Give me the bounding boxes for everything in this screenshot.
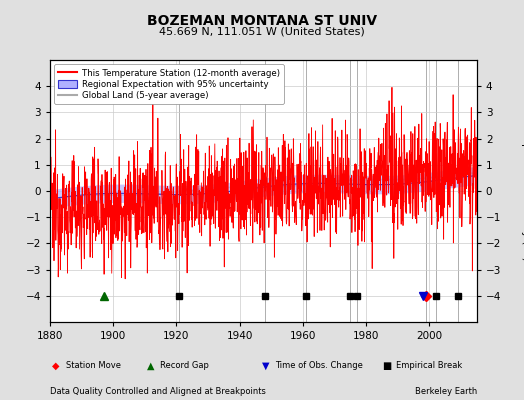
Text: BOZEMAN MONTANA ST UNIV: BOZEMAN MONTANA ST UNIV: [147, 14, 377, 28]
Text: ▼: ▼: [262, 361, 269, 371]
Text: ▲: ▲: [147, 361, 154, 371]
Text: 45.669 N, 111.051 W (United States): 45.669 N, 111.051 W (United States): [159, 26, 365, 36]
Text: Record Gap: Record Gap: [160, 362, 209, 370]
Text: Time of Obs. Change: Time of Obs. Change: [275, 362, 363, 370]
Text: Data Quality Controlled and Aligned at Breakpoints: Data Quality Controlled and Aligned at B…: [50, 387, 266, 396]
Text: ■: ■: [383, 361, 392, 371]
Text: Station Move: Station Move: [66, 362, 121, 370]
Text: Empirical Break: Empirical Break: [396, 362, 462, 370]
Text: Berkeley Earth: Berkeley Earth: [414, 387, 477, 396]
Legend: This Temperature Station (12-month average), Regional Expectation with 95% uncer: This Temperature Station (12-month avera…: [54, 64, 284, 104]
Y-axis label: Temperature Anomaly (°C): Temperature Anomaly (°C): [521, 122, 524, 260]
Text: ◆: ◆: [52, 361, 60, 371]
